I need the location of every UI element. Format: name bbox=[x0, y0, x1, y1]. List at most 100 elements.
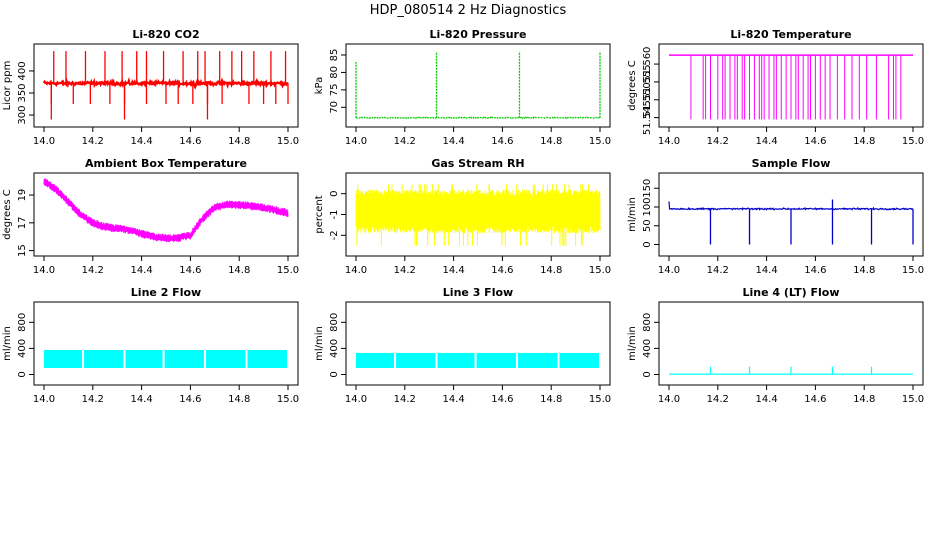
plot-frame bbox=[33, 301, 299, 386]
y-axis: 0 400 800 bbox=[17, 313, 34, 378]
x-tick-label: 14.0 bbox=[345, 394, 367, 405]
x-tick-label: 14.2 bbox=[707, 136, 729, 147]
chart-panel-2: Li-820 Pressure 14.0 14.2 14.4 14.6 14.8 15.0 7… bbox=[314, 28, 611, 147]
y-axis-label: degrees C bbox=[627, 60, 638, 110]
x-axis: 14.0 14.2 14.4 14.6 14.8 15.0 bbox=[658, 256, 924, 276]
panel-title: Sample Flow bbox=[752, 157, 831, 170]
y-tick-label: 51.545 bbox=[642, 100, 653, 135]
series bbox=[44, 350, 287, 368]
x-tick-label: 14.8 bbox=[540, 136, 562, 147]
panel-title: Line 2 Flow bbox=[131, 286, 201, 299]
y-tick-label: 51.550 bbox=[642, 82, 653, 117]
chart-panel-1: Li-820 CO2 14.0 14.2 14.4 14.6 14.8 15.0 300 350… bbox=[2, 28, 299, 147]
x-axis: 14.0 14.2 14.4 14.6 14.8 15.0 bbox=[33, 385, 299, 405]
series bbox=[43, 51, 289, 120]
x-tick-label: 14.8 bbox=[228, 265, 250, 276]
x-tick-label: 14.6 bbox=[179, 265, 201, 276]
y-tick-label: 51.555 bbox=[642, 64, 653, 99]
series-line bbox=[355, 184, 601, 246]
x-tick-label: 14.8 bbox=[540, 265, 562, 276]
y-tick-label: -2 bbox=[329, 230, 340, 240]
y-tick-label: 51.560 bbox=[642, 47, 653, 82]
y-axis: 70 75 80 85 bbox=[329, 49, 346, 114]
y-tick-label: 0 bbox=[329, 190, 340, 196]
y-tick-label: 50 bbox=[642, 219, 653, 232]
y-tick-label: 400 bbox=[642, 339, 653, 358]
x-tick-label: 14.4 bbox=[130, 136, 152, 147]
x-tick-label: 15.0 bbox=[589, 394, 611, 405]
x-tick-label: 14.8 bbox=[228, 394, 250, 405]
y-tick-label: 0 bbox=[642, 241, 653, 247]
panel-title: Line 4 (LT) Flow bbox=[743, 286, 840, 299]
series bbox=[668, 199, 914, 245]
y-axis-label: ml/min bbox=[2, 326, 13, 361]
y-tick-label: 800 bbox=[642, 313, 653, 332]
x-tick-label: 14.4 bbox=[442, 136, 464, 147]
y-axis: 15 17 19 bbox=[17, 189, 34, 257]
x-tick-label: 14.6 bbox=[804, 136, 826, 147]
x-axis: 14.0 14.2 14.4 14.6 14.8 15.0 bbox=[345, 385, 611, 405]
y-axis: 300 350 400 bbox=[17, 61, 34, 125]
y-axis-label: ml/min bbox=[314, 326, 325, 361]
flow-band bbox=[476, 352, 517, 368]
x-tick-label: 14.4 bbox=[130, 394, 152, 405]
y-axis-label: percent bbox=[314, 195, 325, 233]
y-tick-label: 400 bbox=[17, 61, 28, 80]
series bbox=[669, 366, 913, 375]
x-tick-label: 14.4 bbox=[755, 265, 777, 276]
series-line bbox=[43, 178, 289, 243]
x-tick-label: 14.8 bbox=[853, 265, 875, 276]
chart-panel-8: Line 3 Flow 14.0 14.2 14.4 14.6 14.8 15.0 0 400 8… bbox=[314, 286, 611, 405]
y-tick-label: 400 bbox=[17, 339, 28, 358]
y-axis-label: ml/min bbox=[627, 326, 638, 361]
x-tick-label: 14.4 bbox=[442, 265, 464, 276]
y-tick-label: 800 bbox=[329, 313, 340, 332]
y-tick-label: 19 bbox=[17, 189, 28, 202]
flow-band bbox=[125, 350, 163, 368]
flow-band bbox=[84, 350, 124, 368]
y-tick-label: 400 bbox=[329, 339, 340, 358]
y-tick-label: 0 bbox=[642, 371, 653, 377]
y-tick-label: 17 bbox=[17, 216, 28, 229]
x-tick-label: 15.0 bbox=[589, 265, 611, 276]
panel-title: Ambient Box Temperature bbox=[85, 157, 247, 170]
x-tick-label: 14.2 bbox=[707, 265, 729, 276]
series bbox=[355, 184, 601, 246]
flow-band bbox=[356, 352, 395, 368]
x-tick-label: 14.4 bbox=[130, 265, 152, 276]
flow-band bbox=[437, 352, 475, 368]
series bbox=[355, 51, 601, 120]
y-axis: 0 400 800 bbox=[642, 313, 659, 378]
x-tick-label: 15.0 bbox=[902, 265, 924, 276]
x-axis: 14.0 14.2 14.4 14.6 14.8 15.0 bbox=[345, 256, 611, 276]
plot-frame bbox=[658, 172, 924, 257]
x-tick-label: 14.6 bbox=[179, 394, 201, 405]
flow-band bbox=[206, 350, 246, 368]
plot-frame bbox=[345, 301, 611, 386]
plot-frame bbox=[658, 43, 924, 128]
x-tick-label: 14.0 bbox=[33, 394, 55, 405]
flow-band bbox=[164, 350, 205, 368]
y-axis: 0 400 800 bbox=[329, 313, 346, 378]
x-tick-label: 14.0 bbox=[33, 265, 55, 276]
series bbox=[43, 178, 289, 243]
y-axis-label: ml/min bbox=[627, 197, 638, 232]
flow-band bbox=[44, 350, 83, 368]
x-tick-label: 14.6 bbox=[179, 136, 201, 147]
y-tick-label: 300 bbox=[17, 106, 28, 125]
x-tick-label: 14.0 bbox=[345, 265, 367, 276]
flow-band bbox=[559, 352, 599, 368]
y-tick-label: 80 bbox=[329, 66, 340, 79]
y-tick-label: 0 bbox=[329, 371, 340, 377]
y-axis-label: degrees C bbox=[2, 189, 13, 239]
x-tick-label: 14.0 bbox=[658, 394, 680, 405]
x-tick-label: 14.6 bbox=[804, 394, 826, 405]
x-tick-label: 14.2 bbox=[82, 136, 104, 147]
x-tick-label: 14.6 bbox=[804, 265, 826, 276]
y-tick-label: 350 bbox=[17, 83, 28, 102]
y-tick-label: 75 bbox=[329, 83, 340, 96]
panel-title: Li-820 Pressure bbox=[430, 28, 527, 41]
